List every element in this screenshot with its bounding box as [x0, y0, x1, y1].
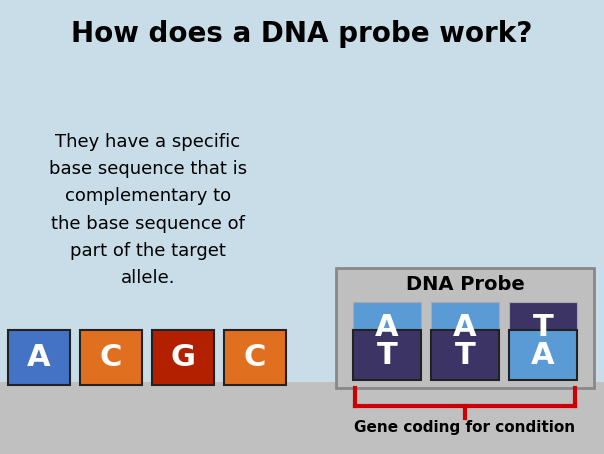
Bar — [336, 268, 594, 388]
Bar — [431, 302, 499, 352]
Text: T: T — [533, 312, 553, 341]
Text: A: A — [531, 340, 555, 370]
Bar — [353, 302, 421, 352]
Text: A: A — [453, 312, 477, 341]
Text: A: A — [27, 343, 51, 372]
Text: DNA Probe: DNA Probe — [406, 276, 524, 295]
Bar — [8, 330, 70, 385]
Text: A: A — [375, 312, 399, 341]
Bar — [80, 330, 142, 385]
Text: T: T — [455, 340, 475, 370]
Bar — [353, 330, 421, 380]
Bar — [152, 330, 214, 385]
Bar — [224, 330, 286, 385]
Text: Gene coding for condition: Gene coding for condition — [355, 420, 576, 435]
Text: They have a specific
base sequence that is
complementary to
the base sequence of: They have a specific base sequence that … — [49, 133, 247, 287]
Bar — [509, 330, 577, 380]
Text: How does a DNA probe work?: How does a DNA probe work? — [71, 20, 533, 48]
Bar — [0, 382, 604, 454]
Text: C: C — [100, 343, 122, 372]
Bar — [431, 330, 499, 380]
Text: C: C — [244, 343, 266, 372]
Text: G: G — [170, 343, 196, 372]
Text: T: T — [377, 340, 397, 370]
Bar — [509, 302, 577, 352]
